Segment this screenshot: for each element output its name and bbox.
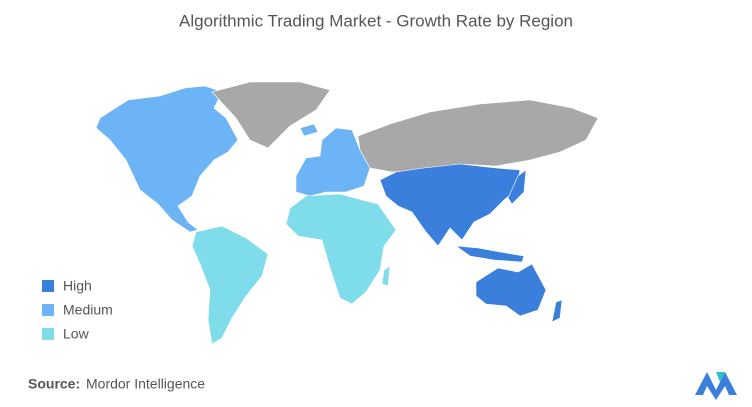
indonesia (454, 245, 525, 263)
greenland (211, 81, 331, 149)
north-america (95, 85, 239, 233)
madagascar (381, 265, 391, 287)
legend-swatch (42, 280, 54, 292)
africa (285, 193, 397, 305)
south-america (191, 225, 269, 345)
source-text: Mordor Intelligence (86, 376, 205, 392)
logo (695, 372, 737, 400)
australia (475, 263, 547, 317)
legend-swatch (42, 304, 54, 316)
legend-label: Medium (63, 302, 113, 318)
russia (357, 99, 599, 173)
asia (379, 163, 521, 247)
map-title: Algorithmic Trading Market - Growth Rate… (179, 11, 573, 30)
japan (507, 169, 527, 205)
legend-label: High (63, 278, 92, 294)
source-label: Source: (28, 376, 80, 392)
iceland (299, 123, 319, 137)
legend-label: Low (63, 326, 90, 342)
new-zealand (551, 299, 563, 323)
legend: High Medium Low (42, 278, 113, 342)
legend-swatch (42, 328, 54, 340)
world-map (95, 81, 599, 345)
